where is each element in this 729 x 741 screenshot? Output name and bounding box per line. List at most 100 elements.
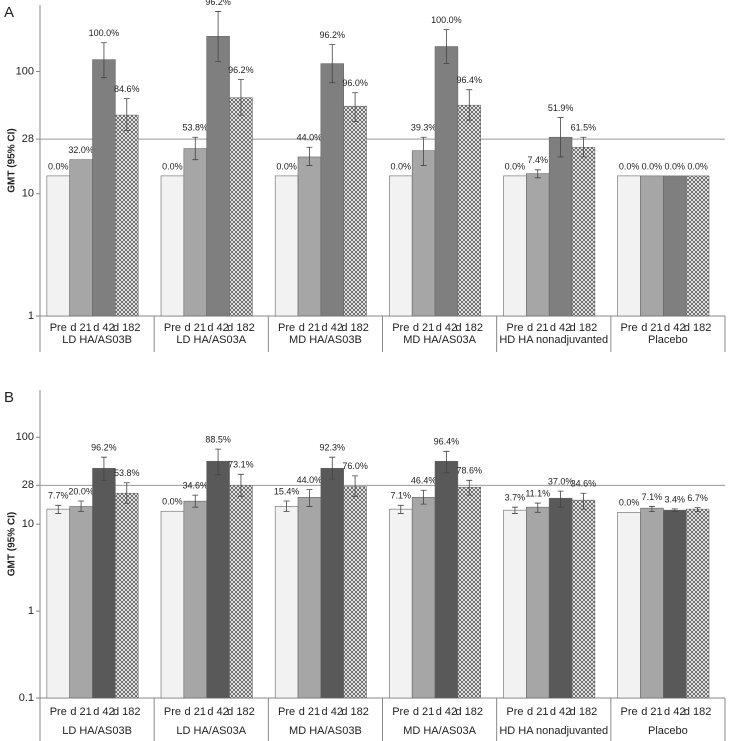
- y-tick-label: 28: [22, 479, 34, 491]
- bar-annotation: 0.0%: [162, 161, 183, 171]
- x-tick-label: Pre: [164, 322, 181, 334]
- x-tick-label: Pre: [50, 706, 67, 718]
- bar-annotation: 73.1%: [228, 460, 254, 470]
- bar: [297, 496, 322, 699]
- bar: [320, 467, 344, 699]
- x-tick-label: Pre: [278, 322, 295, 334]
- bar: [503, 175, 527, 317]
- bar-annotation: 7.7%: [48, 491, 69, 501]
- bar-annotation: 0.0%: [391, 161, 412, 171]
- y-tick-label: 1: [28, 310, 34, 322]
- bar: [548, 136, 573, 317]
- bar-annotation: 78.6%: [457, 466, 483, 476]
- bar: [571, 499, 596, 699]
- bar: [457, 104, 481, 317]
- error-bar: [648, 506, 655, 512]
- bar: [320, 63, 344, 317]
- error-bar: [237, 79, 244, 116]
- bar: [640, 507, 664, 699]
- bar: [69, 506, 93, 699]
- bar-annotation: 96.2%: [320, 30, 346, 40]
- y-tick-label: 100: [16, 65, 34, 77]
- bar-annotation: 76.0%: [342, 461, 368, 471]
- x-tick-label: d 21: [413, 322, 434, 334]
- x-tick-label: d 42: [322, 322, 343, 334]
- y-axis-title: GMT (95% CI): [7, 128, 18, 192]
- x-tick-label: d 182: [684, 706, 712, 718]
- bar: [183, 148, 207, 317]
- bar: [229, 97, 253, 317]
- x-tick-label: d 42: [93, 706, 114, 718]
- bar: [434, 46, 459, 317]
- group-label: LD HA/AS03B: [62, 334, 132, 346]
- error-bar: [215, 448, 222, 476]
- x-tick-label: d 42: [550, 706, 571, 718]
- error-bar: [420, 489, 427, 505]
- bar-annotation: 20.0%: [68, 486, 94, 496]
- group-label: HD HA nonadjuvanted: [499, 725, 608, 737]
- bar: [92, 59, 116, 317]
- error-bar: [420, 136, 427, 166]
- bar: [115, 114, 139, 317]
- bar-annotation: 6.7%: [687, 493, 708, 503]
- x-tick-label: d 182: [570, 322, 598, 334]
- bar-annotation: 7.1%: [642, 492, 663, 502]
- bar-annotation: 0.0%: [619, 498, 640, 508]
- bar: [685, 175, 710, 317]
- bar-annotation: 44.0%: [297, 133, 323, 143]
- x-tick-label: d 42: [436, 322, 457, 334]
- bar-annotation: 0.0%: [48, 161, 69, 171]
- x-tick-label: d 42: [207, 706, 228, 718]
- error-bar: [192, 136, 199, 161]
- error-bar: [123, 482, 130, 504]
- bar-annotation: 39.3%: [411, 123, 437, 133]
- x-tick-label: d 21: [299, 706, 320, 718]
- error-bar: [215, 11, 222, 62]
- x-tick-label: d 42: [550, 322, 571, 334]
- x-tick-label: d 21: [527, 706, 548, 718]
- x-tick-label: d 21: [70, 322, 91, 334]
- x-tick-label: d 182: [684, 322, 712, 334]
- error-bar: [123, 98, 130, 131]
- panel-label: B: [4, 389, 14, 406]
- bar-annotation: 0.0%: [162, 497, 183, 507]
- error-bar: [534, 169, 541, 179]
- bar-annotation: 0.0%: [619, 161, 640, 171]
- bar: [685, 508, 710, 699]
- bar: [663, 509, 687, 699]
- bar: [389, 508, 413, 699]
- x-tick-label: Pre: [50, 322, 67, 334]
- x-tick-label: d 42: [322, 706, 343, 718]
- bar-annotation: 96.4%: [434, 437, 460, 447]
- x-tick-label: d 21: [70, 706, 91, 718]
- bar: [617, 512, 641, 699]
- x-tick-label: d 182: [341, 322, 369, 334]
- error-bar: [192, 494, 199, 508]
- error-bar: [671, 508, 678, 512]
- bar: [115, 492, 139, 699]
- group-label: MD HA/AS03A: [403, 334, 476, 346]
- error-bar: [580, 136, 587, 158]
- y-tick-label: 0.1: [19, 692, 34, 704]
- x-tick-label: Pre: [506, 322, 523, 334]
- x-tick-label: d 21: [641, 322, 662, 334]
- x-tick-label: d 182: [341, 706, 369, 718]
- x-tick-label: d 42: [664, 706, 685, 718]
- x-tick-label: d 21: [527, 322, 548, 334]
- x-tick-label: Pre: [278, 706, 295, 718]
- bar: [206, 36, 230, 317]
- x-tick-label: d 182: [456, 706, 484, 718]
- x-tick-label: d 182: [227, 706, 255, 718]
- bar-annotation: 92.3%: [320, 443, 346, 453]
- error-bar: [557, 490, 564, 508]
- bar: [389, 175, 413, 317]
- x-tick-label: d 182: [570, 706, 598, 718]
- bar-annotation: 15.4%: [274, 486, 300, 496]
- bar-annotation: 7.4%: [528, 155, 549, 165]
- bar: [343, 486, 367, 699]
- bar: [503, 509, 527, 699]
- bar: [457, 486, 481, 699]
- x-tick-label: Pre: [392, 706, 409, 718]
- x-tick-label: d 42: [436, 706, 457, 718]
